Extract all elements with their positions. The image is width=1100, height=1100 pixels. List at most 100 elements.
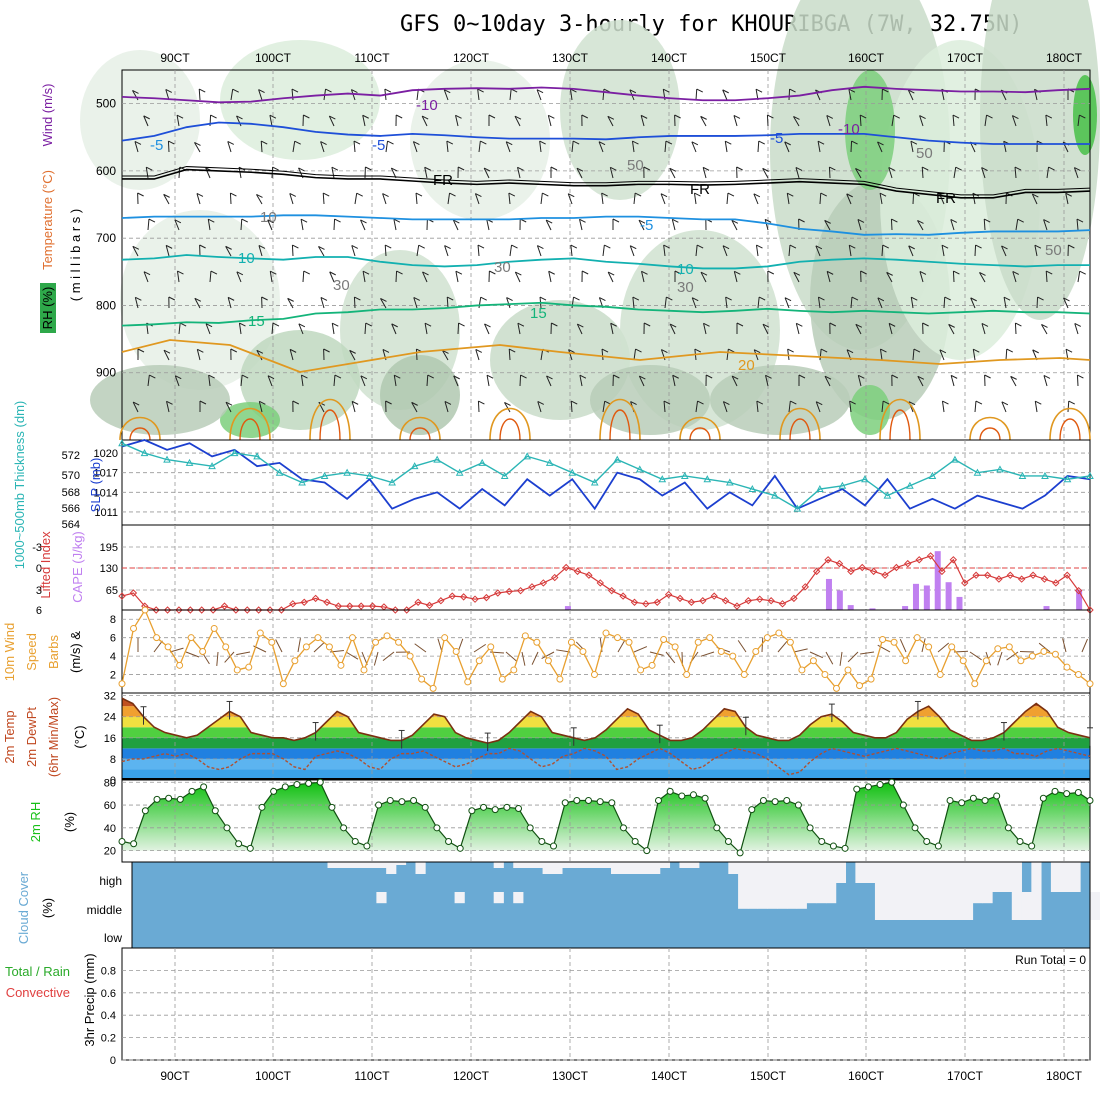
lifted-index-marker bbox=[756, 595, 764, 603]
wind-barb bbox=[881, 401, 884, 413]
wind-barb bbox=[983, 218, 986, 231]
rh-shading bbox=[980, 0, 1100, 320]
wind-barb-flag bbox=[829, 322, 837, 327]
wind-barb bbox=[452, 219, 459, 231]
wind-barb bbox=[134, 141, 139, 153]
warm-contour bbox=[1049, 407, 1091, 441]
wind-barb-flag bbox=[480, 140, 487, 145]
cloud-gap-high bbox=[962, 862, 974, 892]
wind-barb-flag bbox=[913, 348, 921, 353]
isotherm-20 bbox=[121, 339, 1091, 373]
contour-label: FR bbox=[433, 172, 453, 189]
cape-bar bbox=[1076, 589, 1083, 610]
wind-barb bbox=[601, 348, 604, 361]
lifted-index-marker bbox=[721, 597, 730, 605]
rh-marker bbox=[153, 795, 161, 803]
wind-barb bbox=[671, 219, 676, 231]
cloud-gap-middle bbox=[1021, 892, 1032, 920]
wind-10m-barb bbox=[541, 651, 555, 660]
thickness-marker bbox=[1063, 475, 1072, 483]
run-total-label: Run Total = 0 bbox=[1015, 953, 1086, 967]
wind-barb-flag bbox=[953, 270, 960, 275]
wind-barb bbox=[486, 219, 490, 231]
wind-barb bbox=[815, 89, 821, 101]
wind-barb bbox=[167, 140, 170, 153]
wind-speed-marker bbox=[717, 648, 725, 655]
lifted-index-marker bbox=[778, 600, 787, 608]
wind-barb bbox=[1074, 323, 1079, 335]
rh-marker bbox=[293, 781, 301, 789]
wind-barb bbox=[1045, 115, 1048, 127]
contour-label: FR bbox=[690, 181, 710, 198]
thickness-marker bbox=[951, 455, 959, 463]
cloud-gap-high bbox=[581, 862, 592, 868]
rh-marker bbox=[806, 824, 814, 832]
wind-barb-flag bbox=[329, 115, 336, 120]
wind-speed-marker bbox=[660, 636, 668, 644]
wind-barb bbox=[269, 115, 273, 127]
wind-barb-flag bbox=[177, 270, 184, 275]
lifted-index-marker bbox=[790, 594, 798, 603]
hot-contour bbox=[979, 427, 1001, 441]
rh-marker bbox=[491, 806, 499, 814]
wind-barb bbox=[824, 375, 831, 387]
wind-barb-flag bbox=[387, 140, 394, 145]
rh-marker bbox=[316, 778, 324, 786]
thickness-marker bbox=[298, 478, 306, 486]
thickness-marker bbox=[343, 468, 351, 476]
lifted-index-marker bbox=[118, 592, 126, 600]
wind-barb bbox=[360, 375, 366, 387]
lifted-index-marker bbox=[311, 594, 320, 603]
wind-barb bbox=[333, 374, 336, 387]
wind-barb-flag bbox=[484, 323, 491, 328]
temp-band bbox=[122, 727, 1090, 738]
wind-10m-barb bbox=[382, 651, 395, 662]
wind-speed-marker bbox=[959, 657, 967, 665]
wind-barb bbox=[229, 192, 232, 205]
thickness-tick: 566 bbox=[62, 503, 80, 515]
wind-barb-flag bbox=[1041, 324, 1048, 328]
wind-barb-flag bbox=[790, 400, 797, 405]
wind-barb bbox=[547, 115, 552, 127]
cloud-gap-high bbox=[894, 862, 905, 892]
wind-barb bbox=[174, 375, 180, 387]
wind-barb-flag bbox=[477, 244, 485, 249]
wind-speed-marker bbox=[291, 657, 299, 665]
wind-barb-flag bbox=[506, 141, 513, 146]
wind-10m-barb bbox=[185, 651, 200, 658]
rh-marker bbox=[946, 797, 954, 804]
wind-barb bbox=[505, 141, 511, 153]
wind-barb bbox=[291, 244, 294, 257]
wind-speed-marker bbox=[429, 684, 437, 692]
wind-barb-flag bbox=[851, 140, 858, 145]
dewpoint-line bbox=[121, 747, 1091, 776]
lifted-index-marker bbox=[300, 598, 308, 606]
wind-barb bbox=[517, 167, 521, 179]
rh-marker bbox=[351, 838, 359, 845]
slp-tick: 1011 bbox=[94, 507, 118, 519]
lifted-index-marker bbox=[699, 597, 707, 605]
wind-barb bbox=[950, 375, 955, 387]
wind-barb bbox=[225, 246, 232, 257]
wind-barb bbox=[1012, 271, 1017, 283]
wind-barb-flag bbox=[515, 271, 522, 276]
wind-barb-flag bbox=[199, 400, 207, 405]
wind-barb bbox=[1036, 296, 1039, 309]
wind-barb bbox=[571, 141, 574, 153]
wind-barb bbox=[984, 115, 988, 127]
wind-barb bbox=[886, 272, 893, 283]
wind-barb bbox=[579, 375, 583, 387]
wind-10m-barb bbox=[275, 639, 283, 653]
wind-barb-flag bbox=[424, 322, 432, 327]
wind-barb-flag bbox=[292, 400, 300, 405]
wind-barb bbox=[442, 350, 449, 361]
lifted-index-marker bbox=[835, 559, 844, 568]
lifted-index-marker bbox=[847, 567, 855, 576]
wind-barb bbox=[545, 219, 552, 231]
wind-barb-flag bbox=[610, 166, 617, 171]
wind-barb-flag bbox=[411, 401, 418, 406]
wind-barb-flag bbox=[886, 271, 893, 276]
rh-marker bbox=[1086, 797, 1094, 804]
thickness-marker bbox=[816, 484, 824, 493]
wind-barb-flag bbox=[919, 115, 926, 119]
